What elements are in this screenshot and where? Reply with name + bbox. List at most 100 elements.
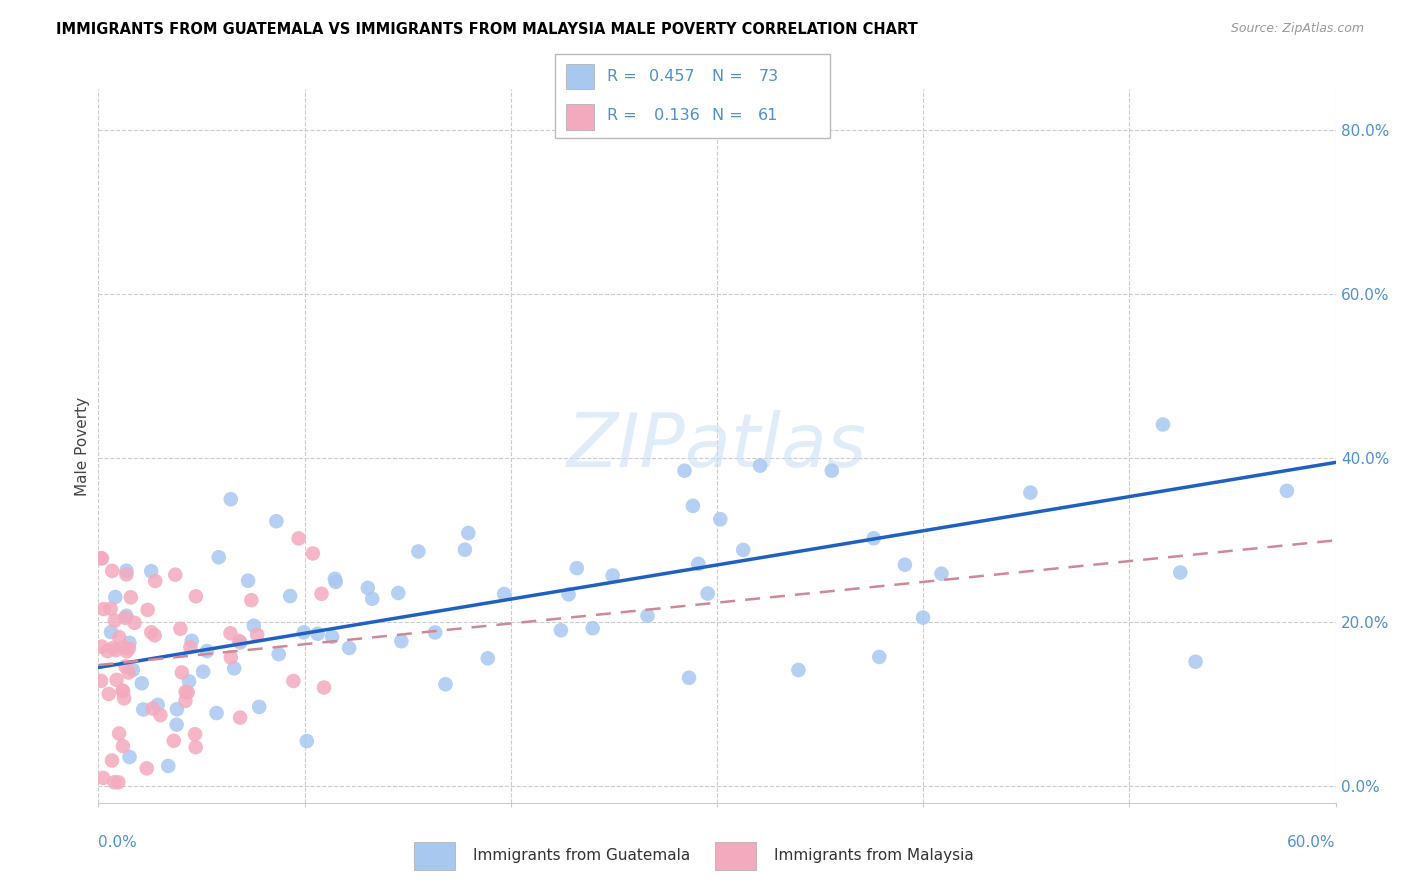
Point xyxy=(143,628,166,642)
Point xyxy=(104,614,127,628)
Point xyxy=(107,775,129,789)
Point xyxy=(91,771,114,785)
Point xyxy=(132,702,155,716)
Point xyxy=(357,581,380,595)
Point xyxy=(550,624,572,638)
Point xyxy=(141,564,163,578)
Point xyxy=(101,564,124,578)
Point xyxy=(389,634,412,648)
Point xyxy=(166,717,188,731)
Point xyxy=(184,727,207,741)
Point xyxy=(101,754,124,768)
Point xyxy=(149,708,172,723)
Text: Immigrants from Malaysia: Immigrants from Malaysia xyxy=(773,848,973,863)
Point xyxy=(228,634,250,648)
Point xyxy=(166,702,188,716)
Point xyxy=(104,643,127,657)
Point xyxy=(115,644,138,658)
Point xyxy=(321,630,343,644)
Bar xyxy=(567,63,593,89)
Point xyxy=(292,625,315,640)
Point xyxy=(91,551,114,566)
Point xyxy=(387,586,409,600)
Point xyxy=(457,526,479,541)
Point xyxy=(114,659,136,673)
Point xyxy=(120,591,142,605)
Point xyxy=(678,671,700,685)
Point xyxy=(101,640,124,655)
Text: R =: R = xyxy=(607,69,643,84)
Point xyxy=(184,740,207,755)
Point xyxy=(912,610,935,624)
Point xyxy=(894,558,917,572)
Point xyxy=(219,650,242,665)
Point xyxy=(114,611,136,625)
Point xyxy=(1168,566,1191,580)
Point xyxy=(408,544,430,558)
Point xyxy=(93,602,115,616)
Point xyxy=(111,684,134,698)
Point xyxy=(247,699,270,714)
Point xyxy=(283,673,305,688)
Point xyxy=(179,640,201,655)
Text: 0.136: 0.136 xyxy=(648,108,699,123)
Point xyxy=(115,564,138,578)
Point xyxy=(115,608,138,623)
Point xyxy=(112,640,135,654)
Point xyxy=(103,775,125,789)
Point xyxy=(307,626,329,640)
Point xyxy=(108,726,131,740)
Point xyxy=(267,647,290,661)
Point xyxy=(124,615,146,630)
Point xyxy=(146,698,169,712)
Point xyxy=(295,734,318,748)
Point xyxy=(195,644,218,658)
Point xyxy=(243,619,266,633)
Point xyxy=(311,587,333,601)
Point xyxy=(557,587,579,601)
Point xyxy=(136,603,159,617)
Point xyxy=(787,663,810,677)
Point xyxy=(177,674,200,689)
Point xyxy=(118,636,141,650)
Point xyxy=(246,628,269,642)
Point xyxy=(104,590,127,604)
Point xyxy=(361,591,384,606)
Point xyxy=(165,567,187,582)
Point xyxy=(208,550,231,565)
Text: 0.457: 0.457 xyxy=(648,69,695,84)
Text: Source: ZipAtlas.com: Source: ZipAtlas.com xyxy=(1230,22,1364,36)
Text: N =: N = xyxy=(711,69,748,84)
Point xyxy=(862,531,884,545)
Point xyxy=(174,694,197,708)
Point xyxy=(266,514,288,528)
Text: R =: R = xyxy=(607,108,643,123)
Point xyxy=(108,630,131,644)
Text: 73: 73 xyxy=(758,69,779,84)
Point xyxy=(477,651,499,665)
Point xyxy=(709,512,731,526)
Point xyxy=(749,458,772,473)
Point xyxy=(931,566,953,581)
Point xyxy=(821,464,844,478)
Point xyxy=(96,644,118,658)
Point xyxy=(191,665,214,679)
Point xyxy=(287,532,309,546)
Point xyxy=(115,567,138,582)
Point xyxy=(582,621,605,635)
Point xyxy=(100,625,122,640)
Point xyxy=(157,759,180,773)
Point xyxy=(602,568,624,582)
FancyBboxPatch shape xyxy=(555,54,830,138)
Point xyxy=(118,750,141,764)
Point xyxy=(224,661,246,675)
Point xyxy=(176,685,198,699)
Point xyxy=(170,665,193,680)
Point xyxy=(434,677,457,691)
Point xyxy=(868,650,890,665)
Point xyxy=(229,710,252,724)
Point xyxy=(163,733,186,747)
Point xyxy=(302,546,325,560)
Point xyxy=(1019,485,1042,500)
Point xyxy=(494,587,516,601)
